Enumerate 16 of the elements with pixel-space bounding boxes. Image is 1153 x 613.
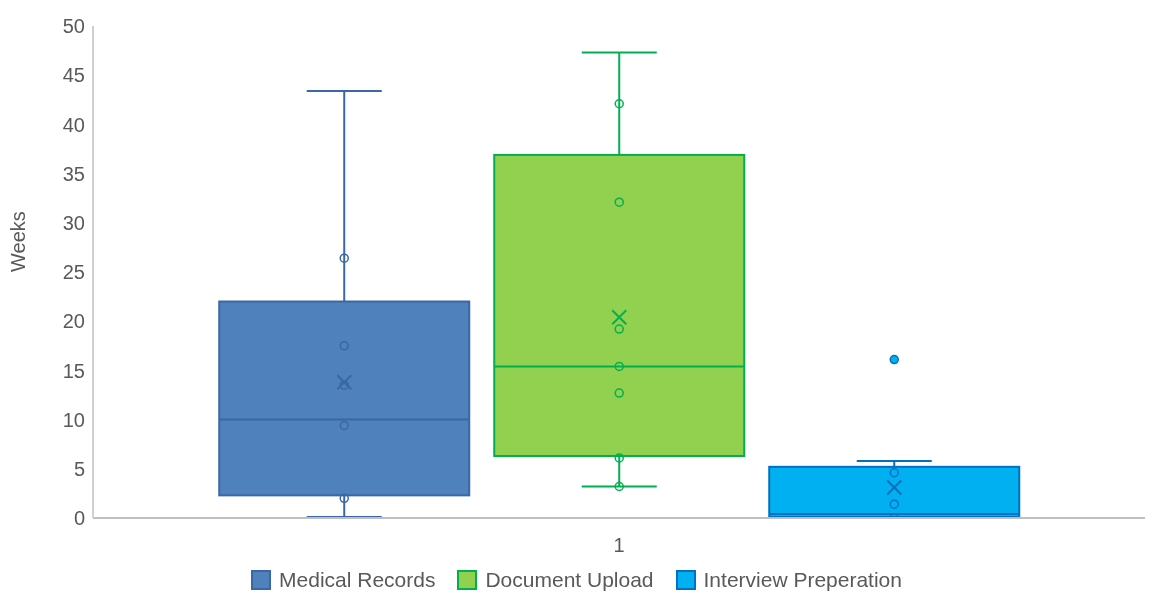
- y-tick-label: 10: [62, 408, 85, 431]
- legend-label: Interview Preperation: [703, 568, 902, 592]
- x-tick-label: 1: [613, 534, 625, 557]
- y-tick-label: 40: [62, 113, 85, 136]
- y-tick-label: 20: [62, 310, 85, 333]
- y-tick-label: 5: [73, 457, 85, 480]
- y-tick-label: 45: [62, 64, 85, 87]
- y-tick-label: 15: [62, 359, 85, 382]
- y-tick-label: 25: [62, 261, 85, 284]
- y-tick-label: 0: [73, 507, 85, 530]
- y-tick-label: 30: [62, 211, 85, 234]
- legend-label: Document Upload: [485, 568, 654, 592]
- y-tick-label: 35: [62, 162, 85, 185]
- y-axis-title: Weeks: [7, 211, 30, 272]
- legend-label: Medical Records: [279, 568, 436, 592]
- y-tick-label: 50: [62, 15, 85, 38]
